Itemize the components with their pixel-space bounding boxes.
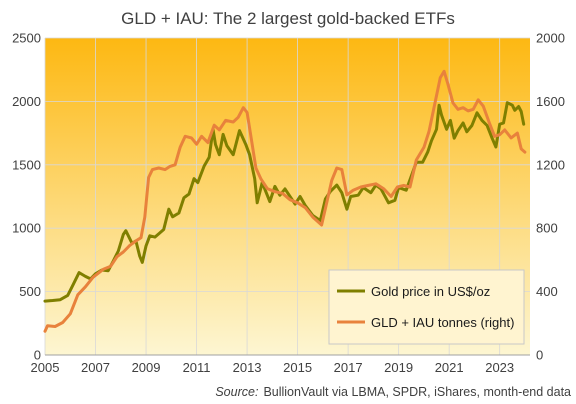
legend-label-tonnes: GLD + IAU tonnes (right) xyxy=(371,315,514,330)
series-lines xyxy=(43,69,527,333)
x-tick-label: 2019 xyxy=(384,360,413,375)
y-left-tick-label: 500 xyxy=(19,284,41,299)
chart-title: GLD + IAU: The 2 largest gold-backed ETF… xyxy=(121,9,455,28)
y-right-tick-label: 1600 xyxy=(536,94,565,109)
y-axis-left: 0 500 1000 1500 2000 2500 xyxy=(12,31,41,363)
y-right-tick-label: 800 xyxy=(536,221,558,236)
x-tick-label: 2007 xyxy=(81,360,110,375)
source-text: BullionVault via LBMA, SPDR, iShares, mo… xyxy=(263,385,571,399)
y-left-tick-label: 2500 xyxy=(12,31,41,46)
y-left-tick-label: 0 xyxy=(34,348,41,363)
gridlines xyxy=(44,37,530,356)
x-tick-label: 2015 xyxy=(283,360,312,375)
y-right-tick-label: 1200 xyxy=(536,157,565,172)
x-axis: 2005 2007 2009 2011 2013 2015 2017 2019 2021 2023 xyxy=(31,354,530,375)
source-note: Source: BullionVault via LBMA, SPDR, iSha… xyxy=(215,385,571,399)
x-tick-label: 2023 xyxy=(485,360,514,375)
source-label: Source: xyxy=(215,385,258,399)
y-right-tick-label: 2000 xyxy=(536,31,565,46)
legend-label-gold: Gold price in US$/oz xyxy=(371,284,490,299)
x-tick-label: 2011 xyxy=(183,360,211,375)
x-tick-label: 2013 xyxy=(233,360,262,375)
x-tick-label: 2021 xyxy=(435,360,464,375)
y-left-tick-label: 1500 xyxy=(12,157,41,172)
y-right-tick-label: 0 xyxy=(536,348,543,363)
y-right-tick-label: 400 xyxy=(536,284,558,299)
x-tick-label: 2017 xyxy=(334,360,363,375)
x-tick-label: 2009 xyxy=(132,360,161,375)
legend: Gold price in US$/oz GLD + IAU tonnes (r… xyxy=(328,269,525,345)
y-axis-right: 0 400 800 1200 1600 2000 xyxy=(536,31,565,363)
x-tick-label: 2005 xyxy=(31,360,60,375)
y-left-tick-label: 1000 xyxy=(12,221,41,236)
legend-box xyxy=(328,269,525,345)
series-line-1 xyxy=(43,69,527,333)
y-left-tick-label: 2000 xyxy=(12,94,41,109)
